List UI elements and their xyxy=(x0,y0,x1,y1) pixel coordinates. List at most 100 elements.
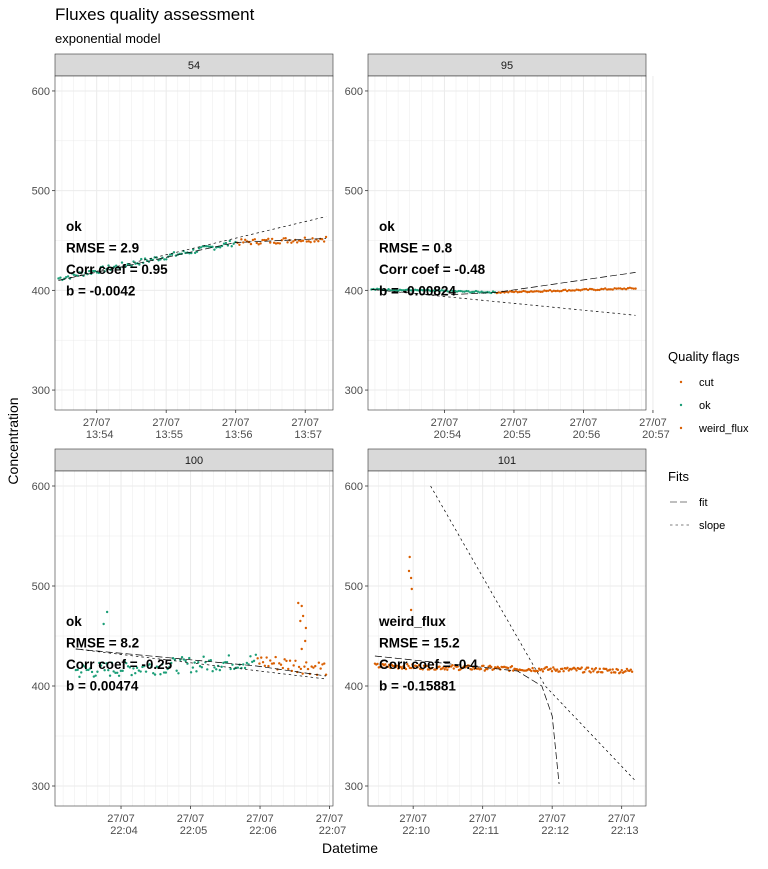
point-cut xyxy=(309,240,312,244)
point-cut xyxy=(258,662,261,665)
point-ok xyxy=(150,665,153,669)
point-ok xyxy=(421,289,424,292)
point-cut xyxy=(301,239,305,242)
point-ok xyxy=(425,288,428,292)
point-ok xyxy=(175,669,178,672)
point-weird-flux xyxy=(387,663,391,667)
point-cut xyxy=(583,288,586,291)
x-tick-label-date: 27/07 xyxy=(107,813,135,825)
point-cut xyxy=(499,291,502,294)
point-cut xyxy=(529,290,533,293)
point-ok xyxy=(438,289,442,293)
point-cut xyxy=(317,239,320,243)
point-weird-flux xyxy=(605,667,608,671)
slope-line xyxy=(58,216,327,281)
point-cut xyxy=(533,290,537,293)
x-tick-label-date: 27/07 xyxy=(469,813,497,825)
point-ok xyxy=(199,246,203,249)
point-weird-flux xyxy=(552,666,555,669)
point-ok xyxy=(92,675,96,678)
point-ok xyxy=(97,271,101,275)
point-weird-flux xyxy=(624,670,627,673)
point-weird-flux xyxy=(470,668,474,671)
point-cut xyxy=(324,673,328,676)
point-ok xyxy=(491,290,495,293)
fit-annotation: RMSE = 15.2 xyxy=(379,636,460,651)
point-cut xyxy=(584,287,588,291)
point-ok xyxy=(146,664,150,667)
point-cut xyxy=(272,662,276,665)
fit-annotation: b = 0.00474 xyxy=(66,679,139,694)
point-outlier xyxy=(409,576,413,580)
point-ok xyxy=(251,660,254,664)
point-cut xyxy=(257,243,260,246)
point-cut xyxy=(321,663,324,666)
point-cut xyxy=(295,241,299,244)
panel-border xyxy=(54,75,334,411)
point-ok xyxy=(229,667,232,671)
point-weird-flux xyxy=(479,667,483,671)
point-cut xyxy=(630,287,633,290)
point-cut xyxy=(590,287,594,291)
slope-line xyxy=(75,648,327,680)
point-ok xyxy=(480,290,483,293)
point-ok xyxy=(128,666,132,669)
point-weird-flux xyxy=(590,667,594,670)
panel-border xyxy=(54,470,334,807)
point-ok xyxy=(101,265,104,268)
point-ok xyxy=(124,265,128,268)
point-ok xyxy=(98,661,101,665)
point-ok xyxy=(152,672,155,675)
point-weird-flux xyxy=(384,663,387,666)
point-cut xyxy=(569,289,573,292)
point-weird-flux xyxy=(592,670,595,673)
point-cut xyxy=(303,665,306,668)
x-tick-label-time: 20:54 xyxy=(434,429,462,441)
point-weird-flux xyxy=(620,668,623,672)
x-tick-label-time: 22:10 xyxy=(402,825,430,837)
x-tick-label-time: 22:07 xyxy=(319,825,347,837)
point-weird-flux xyxy=(443,668,446,671)
point-ok xyxy=(155,665,159,668)
point-ok xyxy=(162,671,166,674)
point-weird-flux xyxy=(562,669,565,673)
point-weird-flux xyxy=(490,665,493,669)
point-ok xyxy=(188,656,191,660)
point-ok xyxy=(134,262,137,265)
point-cut xyxy=(244,238,247,242)
point-outlier xyxy=(408,555,411,559)
legend-quality-title: Quality flags xyxy=(668,349,740,364)
plot-area xyxy=(368,471,646,806)
point-cut xyxy=(319,667,322,670)
x-tick-label-date: 27/07 xyxy=(83,417,111,429)
legend-weird-flux-key xyxy=(679,426,683,430)
point-cut xyxy=(314,664,317,668)
point-cut xyxy=(278,662,281,665)
point-weird-flux xyxy=(610,671,613,674)
x-tick-label-time: 22:06 xyxy=(249,825,277,837)
fit-annotation: Corr coef = -0.48 xyxy=(379,262,486,277)
point-cut xyxy=(602,287,605,291)
point-ok xyxy=(90,670,94,674)
point-ok xyxy=(88,269,91,273)
point-cut xyxy=(267,237,270,241)
x-tick-label-date: 27/07 xyxy=(152,417,180,429)
point-ok xyxy=(171,657,175,660)
point-weird-flux xyxy=(471,665,475,669)
point-cut xyxy=(497,291,500,294)
x-tick-label-date: 27/07 xyxy=(246,813,274,825)
point-ok xyxy=(488,291,491,294)
point-cut xyxy=(535,289,538,293)
legend-cut-key xyxy=(679,380,683,384)
point-outlier xyxy=(300,647,303,651)
point-cut xyxy=(299,240,303,243)
point-cut xyxy=(510,290,514,293)
plot-area xyxy=(55,471,333,806)
point-cut xyxy=(592,288,595,291)
point-weird-flux xyxy=(598,667,601,671)
point-cut xyxy=(562,288,565,292)
y-tick-label: 400 xyxy=(345,681,363,693)
y-tick-label: 300 xyxy=(32,385,50,397)
point-cut xyxy=(263,664,267,668)
